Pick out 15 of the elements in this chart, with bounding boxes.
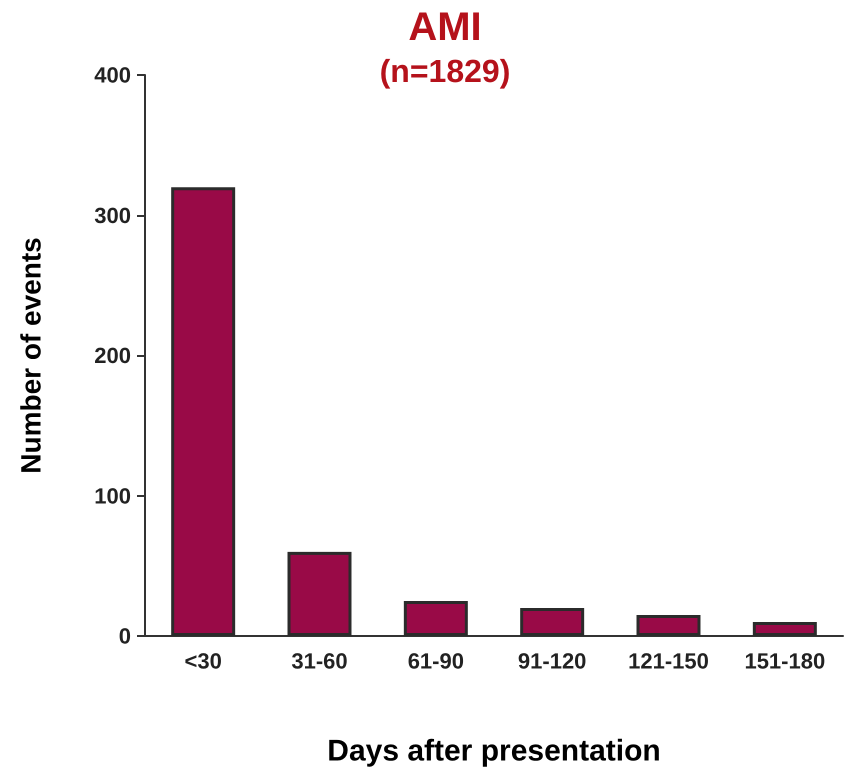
- x-tick-label: 61-90: [408, 648, 464, 674]
- y-tick-label: 300: [94, 202, 131, 228]
- x-tick-label: 91-120: [518, 648, 586, 674]
- x-tick-label: <30: [184, 648, 222, 674]
- y-tick-label: 400: [94, 62, 131, 88]
- chart-subtitle: (n=1829): [380, 53, 510, 89]
- y-tick-label: 100: [94, 483, 131, 508]
- y-axis-title: Number of events: [16, 237, 46, 474]
- x-tick-label: 151-180: [744, 648, 826, 674]
- x-tick-label: 31-60: [291, 648, 348, 674]
- chart-title: AMI: [408, 5, 482, 49]
- y-tick-label: 0: [118, 624, 131, 648]
- x-axis-title: Days after presentation: [327, 734, 661, 768]
- y-tick-label: 200: [94, 343, 131, 368]
- x-tick-label: 121-150: [628, 648, 709, 674]
